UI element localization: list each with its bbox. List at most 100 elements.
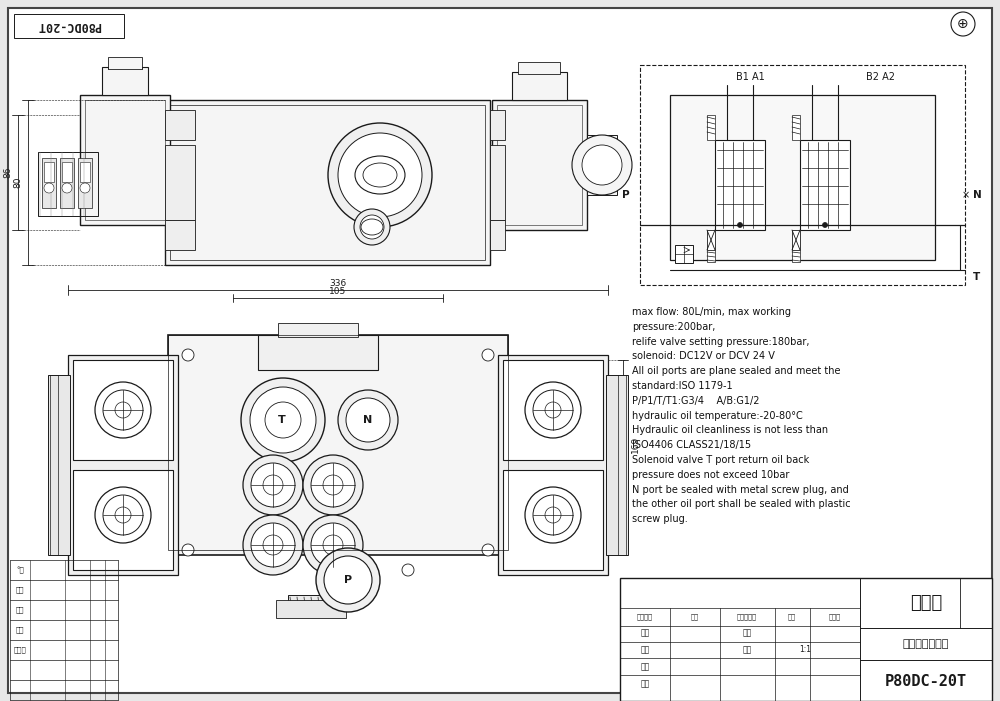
Circle shape xyxy=(482,544,494,556)
Bar xyxy=(670,95,935,260)
Text: N: N xyxy=(973,190,982,200)
Circle shape xyxy=(338,390,398,450)
Circle shape xyxy=(103,495,143,535)
Bar xyxy=(60,158,74,208)
Circle shape xyxy=(243,455,303,515)
Bar xyxy=(62,162,72,182)
Bar xyxy=(503,360,603,460)
Circle shape xyxy=(263,475,283,495)
Ellipse shape xyxy=(361,219,383,235)
Text: 校对: 校对 xyxy=(640,646,650,655)
Bar xyxy=(278,323,358,337)
Circle shape xyxy=(62,183,72,193)
Bar xyxy=(168,335,508,555)
Text: T: T xyxy=(973,272,980,282)
Text: ×: × xyxy=(962,190,970,200)
Bar xyxy=(165,110,195,140)
Bar xyxy=(492,100,587,230)
Text: 年月日: 年月日 xyxy=(829,613,841,620)
Bar xyxy=(620,578,992,701)
Circle shape xyxy=(80,183,90,193)
Text: 制图单位: 制图单位 xyxy=(637,613,653,620)
Bar xyxy=(165,220,195,250)
Text: 描图: 描图 xyxy=(742,646,752,655)
Bar xyxy=(503,470,603,570)
Circle shape xyxy=(250,387,316,453)
Text: 签字: 签字 xyxy=(691,613,699,620)
Circle shape xyxy=(328,123,432,227)
Circle shape xyxy=(316,548,380,612)
Text: 169: 169 xyxy=(631,435,640,453)
Bar xyxy=(168,335,508,550)
Circle shape xyxy=(525,487,581,543)
Text: 校对: 校对 xyxy=(16,606,24,613)
Bar xyxy=(102,67,148,95)
Circle shape xyxy=(545,507,561,523)
Text: B1 A1: B1 A1 xyxy=(736,72,764,82)
Bar xyxy=(490,145,505,220)
Text: 80: 80 xyxy=(14,176,22,188)
Bar xyxy=(792,250,800,262)
Ellipse shape xyxy=(363,163,397,187)
Bar xyxy=(800,140,850,230)
Circle shape xyxy=(533,495,573,535)
Circle shape xyxy=(482,349,494,361)
Text: P: P xyxy=(622,190,630,200)
Bar xyxy=(73,360,173,460)
Text: P: P xyxy=(344,575,352,585)
Bar xyxy=(80,95,170,225)
Bar xyxy=(73,470,173,570)
Circle shape xyxy=(738,222,742,228)
Circle shape xyxy=(303,515,363,575)
Bar xyxy=(498,355,608,575)
Circle shape xyxy=(44,183,54,193)
Bar xyxy=(108,57,142,69)
Circle shape xyxy=(95,487,151,543)
Bar xyxy=(497,105,582,225)
Circle shape xyxy=(533,390,573,430)
Text: 外形图: 外形图 xyxy=(910,594,942,612)
Bar xyxy=(518,62,560,74)
Text: 标准化: 标准化 xyxy=(14,647,26,653)
Bar xyxy=(675,245,693,263)
Bar xyxy=(707,250,715,262)
Circle shape xyxy=(95,382,151,438)
Circle shape xyxy=(545,402,561,418)
Bar xyxy=(707,230,715,250)
Bar xyxy=(792,115,800,140)
Bar xyxy=(276,600,346,618)
Circle shape xyxy=(265,402,301,438)
Bar xyxy=(165,145,195,220)
Bar xyxy=(512,72,567,100)
Text: 批准: 批准 xyxy=(16,627,24,633)
Text: max flow: 80L/min, max working
pressure:200bar,
relife valve setting pressure:18: max flow: 80L/min, max working pressure:… xyxy=(632,307,851,524)
Bar xyxy=(587,135,617,195)
Bar xyxy=(68,355,178,575)
Circle shape xyxy=(263,535,283,555)
Bar xyxy=(14,14,124,38)
Circle shape xyxy=(115,402,131,418)
Bar xyxy=(288,595,333,617)
Bar xyxy=(85,100,165,220)
Text: 设计: 设计 xyxy=(640,629,650,637)
Bar xyxy=(707,115,715,140)
Text: 更改文件号: 更改文件号 xyxy=(737,613,757,620)
Text: 重量: 重量 xyxy=(788,613,796,620)
Text: N: N xyxy=(363,415,373,425)
Bar xyxy=(792,230,800,250)
Text: °版: °版 xyxy=(16,566,24,573)
Bar xyxy=(490,220,505,250)
Text: 336: 336 xyxy=(329,278,347,287)
Bar xyxy=(48,375,70,555)
Circle shape xyxy=(251,523,295,567)
Text: 工艺: 工艺 xyxy=(742,629,752,637)
Bar xyxy=(606,375,628,555)
Ellipse shape xyxy=(355,156,405,194)
Circle shape xyxy=(251,463,295,507)
Circle shape xyxy=(324,556,372,604)
Bar xyxy=(165,100,490,265)
Text: 设计: 设计 xyxy=(16,587,24,593)
Text: 86: 86 xyxy=(4,166,12,178)
Text: P80DC-20T: P80DC-20T xyxy=(885,674,967,688)
Circle shape xyxy=(311,463,355,507)
